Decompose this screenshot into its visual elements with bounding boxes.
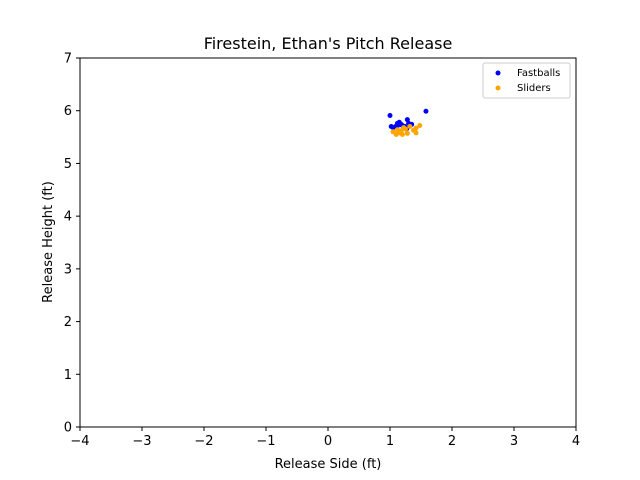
y-tick-label: 1 [64,368,72,383]
x-axis-label: Release Side (ft) [275,457,382,472]
x-tick-label: 2 [448,434,456,449]
x-tick-label: −3 [132,434,151,449]
data-point-sliders [404,130,410,136]
y-tick-label: 7 [64,52,72,67]
data-point-sliders [399,131,405,137]
data-point-sliders [413,125,419,131]
legend-marker-sliders [495,85,501,91]
y-tick-label: 0 [64,421,72,436]
y-tick-label: 6 [64,104,72,119]
data-point-fastballs [387,112,393,118]
x-tick-label: 0 [324,434,332,449]
x-tick-label: −1 [256,434,275,449]
chart-title: Firestein, Ethan's Pitch Release [204,34,453,53]
data-point-sliders [417,122,423,128]
legend-marker-fastballs [495,70,501,76]
x-tick-label: 4 [572,434,580,449]
data-point-sliders [407,124,413,130]
y-tick-label: 4 [64,210,72,225]
x-tick-label: −4 [70,434,89,449]
x-axis: −4 −3 −2 −1 0 1 2 3 4 [70,427,580,449]
y-tick-label: 5 [64,157,72,172]
y-tick-label: 3 [64,262,72,277]
y-tick-label: 2 [64,315,72,330]
plot-frame [79,57,577,428]
legend-label-fastballs: Fastballs [517,68,560,79]
y-axis: 0 1 2 3 4 5 6 7 [64,52,80,436]
data-point-sliders [413,130,419,136]
x-tick-label: −2 [194,434,213,449]
data-point-sliders [401,125,407,131]
x-tick-label: 3 [510,434,518,449]
x-tick-label: 1 [386,434,394,449]
legend-box [482,62,571,99]
legend-label-sliders: Sliders [517,83,551,94]
data-point-sliders [394,127,400,133]
y-axis-label: Release Height (ft) [41,181,56,303]
points-layer [387,108,429,137]
data-point-fastballs [423,108,429,114]
legend: Fastballs Sliders [482,62,571,99]
